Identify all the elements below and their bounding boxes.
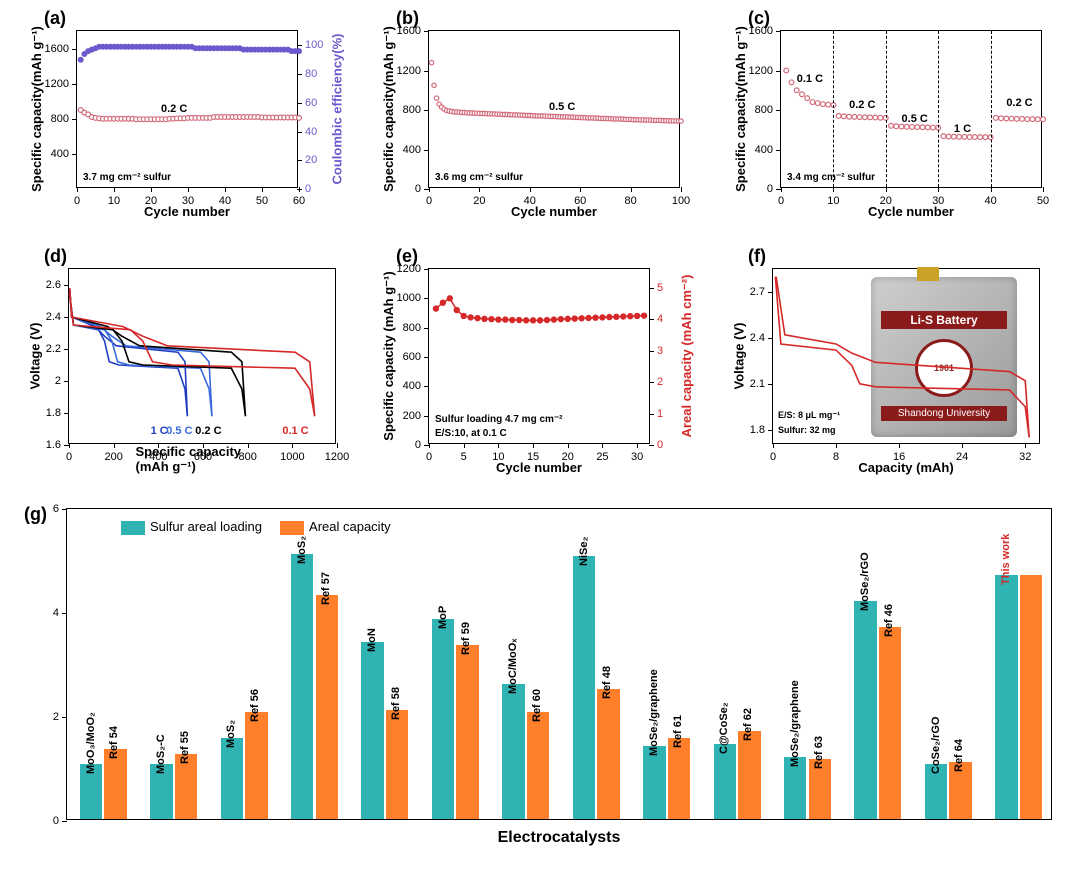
panel-g-letter: (g) <box>24 504 47 525</box>
panel-g: (g) Electrocatalysts Sulfur areal loadin… <box>18 502 1062 864</box>
chart-f-note1: E/S: 8 μL mg⁻¹ <box>778 410 840 421</box>
chart-e-note2: E/S:10, at 0.1 C <box>435 428 507 439</box>
chart-c-ylabel: Specific capacity(mAh g⁻¹) <box>733 26 749 192</box>
panel-e: (e) Specific capacity (mAh g⁻¹) Areal ca… <box>370 250 704 488</box>
chart-b-note-rate: 0.5 C <box>549 101 575 113</box>
chart-g-xlabel: Electrocatalysts <box>498 829 621 847</box>
row-2: (d) Voltage (V) Specific capacity (mAh g… <box>18 250 1062 488</box>
chart-g-bars: MoO₃/MoO₂Ref 54MoS₂-CRef 55MoS₂Ref 56MoS… <box>67 509 1051 819</box>
chart-f-xlabel: Capacity (mAh) <box>858 460 953 475</box>
chart-b: Specific capacity(mAh g⁻¹) Cycle number … <box>428 30 680 188</box>
chart-f-note2: Sulfur: 32 mg <box>778 425 836 435</box>
panel-f-letter: (f) <box>748 246 766 267</box>
chart-a-ylabel2: Coulombic efficiency(%) <box>330 34 345 185</box>
panel-a-letter: (a) <box>44 8 66 29</box>
chart-a-ylabel: Specific capacity(mAh g⁻¹) <box>29 26 45 192</box>
chart-e-ylabel: Specific capacity (mAh g⁻¹) <box>381 271 397 440</box>
panel-d: (d) Voltage (V) Specific capacity (mAh g… <box>18 250 352 488</box>
chart-d: Voltage (V) Specific capacity (mAh g⁻¹) … <box>68 268 336 444</box>
chart-a: Specific capacity(mAh g⁻¹) Coulombic eff… <box>76 30 298 188</box>
panel-a: (a) Specific capacity(mAh g⁻¹) Coulombic… <box>18 12 352 232</box>
chart-e-note1: Sulfur loading 4.7 mg cm⁻² <box>435 414 563 425</box>
panel-b: (b) Specific capacity(mAh g⁻¹) Cycle num… <box>370 12 704 232</box>
panel-c: (c) Specific capacity(mAh g⁻¹) Cycle num… <box>722 12 1056 232</box>
panel-d-letter: (d) <box>44 246 67 267</box>
chart-d-svg <box>69 269 337 445</box>
chart-a-svg <box>77 31 299 189</box>
chart-a-note-loading: 3.7 mg cm⁻² sulfur <box>83 172 171 183</box>
panel-f: (f) Voltage (V) Capacity (mAh) Li-S Batt… <box>722 250 1056 488</box>
chart-d-ylabel: Voltage (V) <box>28 323 43 390</box>
chart-b-ylabel: Specific capacity(mAh g⁻¹) <box>381 26 397 192</box>
chart-a-note-rate: 0.2 C <box>161 103 187 115</box>
chart-f: Voltage (V) Capacity (mAh) Li-S Battery … <box>772 268 1040 444</box>
chart-c-note-loading: 3.4 mg cm⁻² sulfur <box>787 172 875 183</box>
chart-e: Specific capacity (mAh g⁻¹) Areal capaci… <box>428 268 650 444</box>
figure-root: (a) Specific capacity(mAh g⁻¹) Coulombic… <box>0 0 1080 876</box>
chart-e-ylabel2: Areal capacity (mAh cm⁻²) <box>679 275 695 438</box>
chart-g: Electrocatalysts Sulfur areal loading Ar… <box>66 508 1052 820</box>
chart-c-svg <box>781 31 1043 189</box>
chart-f-ylabel: Voltage (V) <box>732 323 747 390</box>
chart-c: Specific capacity(mAh g⁻¹) Cycle number … <box>780 30 1042 188</box>
row-1: (a) Specific capacity(mAh g⁻¹) Coulombic… <box>18 12 1062 232</box>
chart-b-note-loading: 3.6 mg cm⁻² sulfur <box>435 172 523 183</box>
